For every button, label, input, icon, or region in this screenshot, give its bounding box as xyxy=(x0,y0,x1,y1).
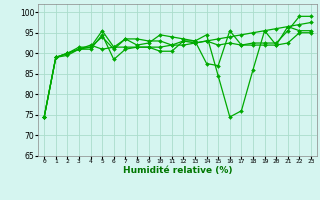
X-axis label: Humidité relative (%): Humidité relative (%) xyxy=(123,166,232,175)
